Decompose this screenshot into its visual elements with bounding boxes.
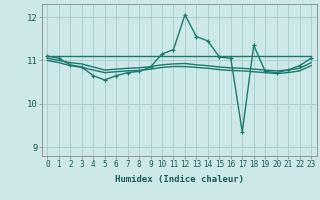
X-axis label: Humidex (Indice chaleur): Humidex (Indice chaleur) <box>115 175 244 184</box>
